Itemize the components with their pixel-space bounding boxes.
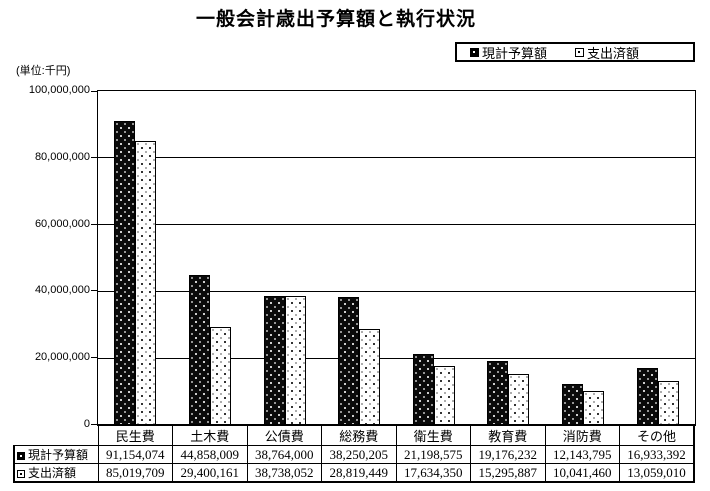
value-cell: 38,738,052	[246, 463, 322, 483]
y-axis-label: 0	[83, 418, 90, 430]
bar-spent-民生費	[135, 141, 157, 425]
category-header-cell: その他	[619, 424, 695, 446]
bar-budget-公債費	[263, 296, 285, 425]
y-axis-tick	[91, 156, 97, 158]
bar-group-4	[322, 297, 397, 425]
bar-group-2	[173, 275, 248, 425]
category-header-cell: 土木費	[172, 424, 248, 446]
category-header-cell: 民生費	[97, 424, 173, 446]
legend-item-spent: 支出済額	[575, 43, 639, 62]
value-cell: 44,858,009	[172, 445, 248, 464]
row-label-cell: 現計予算額	[13, 445, 99, 464]
gridline	[98, 224, 695, 226]
legend-item-budget: 現計予算額	[470, 43, 547, 62]
value-cell: 38,250,205	[321, 445, 397, 464]
bar-budget-衛生費	[412, 354, 434, 425]
table-header-row: 民生費 土木費 公債費 総務費 衛生費 教育費 消防費 その他	[14, 424, 695, 446]
value-cell: 16,933,392	[619, 445, 695, 464]
bar-group-7	[546, 384, 621, 425]
value-cell: 38,764,000	[246, 445, 322, 464]
category-header-cell: 衛生費	[395, 424, 471, 446]
y-axis-label: 60,000,000	[34, 217, 90, 230]
bar-spent-土木費	[209, 327, 231, 425]
value-cell: 12,143,795	[544, 445, 620, 464]
table-row: 現計予算額 91,154,074 44,858,009 38,764,000 38,25…	[13, 445, 695, 464]
legend-label-budget: 現計予算額	[482, 45, 548, 61]
bar-budget-その他	[636, 368, 658, 425]
y-axis-tick	[91, 290, 97, 292]
y-axis-label: 20,000,000	[34, 351, 90, 364]
white-dotted-swatch-icon	[17, 470, 25, 478]
bar-group-5	[397, 354, 472, 425]
bar-spent-公債費	[284, 296, 306, 425]
bar-budget-総務費	[338, 297, 360, 425]
category-header-cell: 消防費	[544, 424, 620, 446]
table-ghost-cell	[14, 425, 98, 446]
bar-group-3	[247, 296, 322, 425]
value-cell: 19,176,232	[470, 445, 546, 464]
table-row: 支出済額 85,019,709 29,400,161 38,738,052 28,819…	[13, 463, 695, 483]
value-cell: 13,059,010	[619, 463, 695, 483]
white-dotted-swatch-icon	[575, 47, 585, 57]
bar-spent-教育費	[508, 374, 530, 425]
bar-group-6	[471, 361, 546, 425]
bar-budget-教育費	[487, 361, 509, 425]
y-axis-tick	[91, 223, 97, 225]
plot-area	[91, 90, 696, 426]
value-cell: 28,819,449	[321, 463, 397, 483]
value-cell: 15,295,887	[470, 463, 546, 483]
value-cell: 10,041,460	[544, 463, 620, 483]
bar-spent-消防費	[583, 391, 605, 425]
y-axis-label: 40,000,000	[34, 284, 90, 297]
y-axis-label: 100,000,000	[28, 84, 90, 96]
value-cell: 91,154,074	[97, 445, 173, 464]
bar-spent-その他	[657, 381, 679, 425]
legend-box: 現計予算額 支出済額	[455, 42, 695, 62]
legend-label-spent: 支出済額	[587, 45, 640, 61]
page-title: 一般会計歳出予算額と執行状況	[195, 9, 476, 30]
category-header-cell: 総務費	[321, 424, 397, 446]
value-cell: 29,400,161	[172, 463, 248, 483]
gridline	[98, 357, 695, 359]
category-header-cell: 教育費	[470, 424, 546, 446]
y-axis-tick	[91, 91, 97, 92]
gridline	[98, 157, 695, 159]
y-axis-label: 80,000,000	[34, 150, 90, 163]
bar-group-8	[620, 368, 695, 425]
unit-label: (単位:千円)	[16, 65, 71, 77]
bar-spent-総務費	[359, 329, 381, 425]
value-cell: 85,019,709	[97, 463, 173, 483]
bar-spent-衛生費	[433, 366, 455, 425]
y-axis-tick	[91, 424, 97, 425]
y-axis-tick	[91, 357, 97, 359]
row-label-cell: 支出済額	[13, 463, 99, 483]
value-cell: 17,634,350	[395, 463, 471, 483]
table-body: 現計予算額 91,154,074 44,858,009 38,764,000 38,25…	[13, 445, 695, 483]
black-dotted-swatch-icon	[470, 47, 479, 57]
bar-budget-消防費	[562, 384, 584, 425]
bar-group-1	[98, 121, 173, 425]
category-header-cell: 公債費	[246, 424, 322, 446]
black-dotted-swatch-icon	[17, 452, 25, 460]
gridline	[98, 290, 695, 292]
bar-budget-民生費	[114, 121, 136, 425]
value-cell: 21,198,575	[395, 445, 471, 464]
data-table: 民生費 土木費 公債費 総務費 衛生費 教育費 消防費 その他 現計予算額 91,154,074…	[13, 424, 695, 483]
bar-budget-土木費	[188, 275, 210, 425]
